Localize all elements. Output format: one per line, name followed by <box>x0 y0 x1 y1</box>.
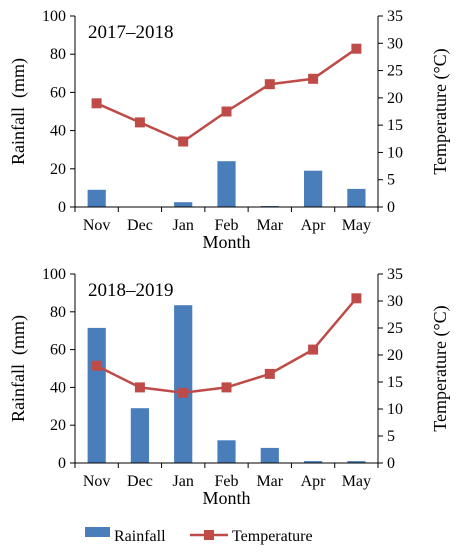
panel1-right-axis-title: Temperature (°C) <box>430 48 451 174</box>
panel2-title: 2018–2019 <box>88 280 174 301</box>
panel1-rainfall-bar-may <box>347 188 366 207</box>
panel1-right-tick-label: 30 <box>387 35 403 52</box>
legend-rainfall-label: Rainfall <box>114 528 166 545</box>
panel2-rainfall-bar-nov <box>87 327 106 463</box>
panel1-left-tick-label: 60 <box>50 84 66 101</box>
panel1-x-axis-title: Month <box>202 232 250 252</box>
panel2-rainfall-bar-apr <box>304 461 323 463</box>
panel2-rainfall-bar-dec <box>130 408 149 463</box>
panel2-x-tick-label-jan: Jan <box>173 473 194 490</box>
panel1-temperature-point-jan <box>178 136 189 147</box>
panel1-left-tick-label: 40 <box>50 123 66 140</box>
panel1-right-tick-label: 20 <box>387 90 403 107</box>
panel2-x-tick-label-nov: Nov <box>83 473 111 490</box>
panel2-temperature-point-nov <box>91 360 102 371</box>
panel2-temperature-point-apr <box>308 344 319 355</box>
panel2-left-axis-title: Rainfall (mm) <box>8 315 29 422</box>
panel1-right-tick-label: 0 <box>387 199 395 216</box>
panel1-x-tick-label-mar: Mar <box>256 217 283 234</box>
panel2-temperature-point-may <box>351 293 362 304</box>
panel2-temperature-point-dec <box>134 382 145 393</box>
panel1-right-tick-label: 35 <box>387 8 403 25</box>
panel1-temperature-point-may <box>351 43 362 54</box>
panel1-temperature-point-apr <box>308 73 319 84</box>
legend-rainfall-swatch <box>85 527 110 537</box>
panel2-x-tick-label-apr: Apr <box>301 473 327 490</box>
panel1-rainfall-bar-jan <box>174 202 193 207</box>
panel1-temperature-line <box>96 47 358 143</box>
panel1-right-tick-label: 15 <box>387 117 403 134</box>
panel2-x-tick-label-mar: Mar <box>256 473 283 490</box>
panel1-temperature-point-feb <box>221 106 232 117</box>
panel2-x-tick-label-feb: Feb <box>215 473 239 490</box>
panel1-x-tick-label-apr: Apr <box>301 217 327 234</box>
panel1-rainfall-bar-apr <box>304 170 323 207</box>
panel1-rainfall-bar-feb <box>217 161 236 207</box>
panel1-temperature-point-nov <box>91 98 102 109</box>
panel2-temperature-point-jan <box>178 387 189 398</box>
panel2-left-tick-label: 100 <box>42 266 66 283</box>
panel1-temperature-point-dec <box>134 117 145 128</box>
legend-temperature-label: Temperature <box>232 528 313 545</box>
panel2-right-tick-label: 10 <box>387 401 403 418</box>
panel2-right-tick-label: 25 <box>387 320 403 337</box>
panel1-title: 2017–2018 <box>88 22 174 43</box>
panel1-right-tick-label: 10 <box>387 144 403 161</box>
panel2-right-tick-label: 0 <box>387 455 395 472</box>
panel2-rainfall-bar-feb <box>217 440 236 463</box>
panel2-x-tick-label-dec: Dec <box>127 473 153 490</box>
panel1-temperature-point-mar <box>264 79 275 90</box>
panel2-left-tick-label: 20 <box>50 417 66 434</box>
panel2-right-axis-title: Temperature (°C) <box>430 305 451 431</box>
panel2-right-tick-label: 30 <box>387 293 403 310</box>
panel1-x-tick-label-dec: Dec <box>127 217 153 234</box>
panel1-left-tick-label: 0 <box>58 199 66 216</box>
panel1-left-tick-label: 20 <box>50 161 66 178</box>
panel2-left-tick-label: 60 <box>50 342 66 359</box>
panel2-rainfall-bar-mar <box>260 447 279 463</box>
panel2-left-tick-label: 80 <box>50 304 66 321</box>
panel1-right-tick-label: 25 <box>387 63 403 80</box>
panel2-rainfall-bar-may <box>347 461 366 463</box>
panel2-right-tick-label: 15 <box>387 374 403 391</box>
panel1-right-tick-label: 5 <box>387 172 395 189</box>
panel2-x-axis-title: Month <box>202 488 250 508</box>
legend-temperature-marker <box>204 530 214 540</box>
panel2-left-tick-label: 40 <box>50 379 66 396</box>
panel1-x-tick-label-feb: Feb <box>215 217 239 234</box>
panel2-right-tick-label: 35 <box>387 266 403 283</box>
panel1-x-tick-label-nov: Nov <box>83 217 111 234</box>
panel1-rainfall-bar-nov <box>87 189 106 207</box>
panel1-x-tick-label-may: May <box>342 217 371 234</box>
panel1-left-tick-label: 80 <box>50 46 66 63</box>
panel2-temperature-point-feb <box>221 382 232 393</box>
panel2-right-tick-label: 20 <box>387 347 403 364</box>
panel1-left-tick-label: 100 <box>42 8 66 25</box>
panel2-right-tick-label: 5 <box>387 428 395 445</box>
panel1-x-tick-label-jan: Jan <box>173 217 194 234</box>
panel1-left-axis-title: Rainfall (mm) <box>8 58 29 165</box>
panel2-temperature-point-mar <box>264 368 275 379</box>
panel2-rainfall-bar-jan <box>174 305 193 463</box>
panel2-x-tick-label-may: May <box>342 473 371 490</box>
panel2-left-tick-label: 0 <box>58 455 66 472</box>
